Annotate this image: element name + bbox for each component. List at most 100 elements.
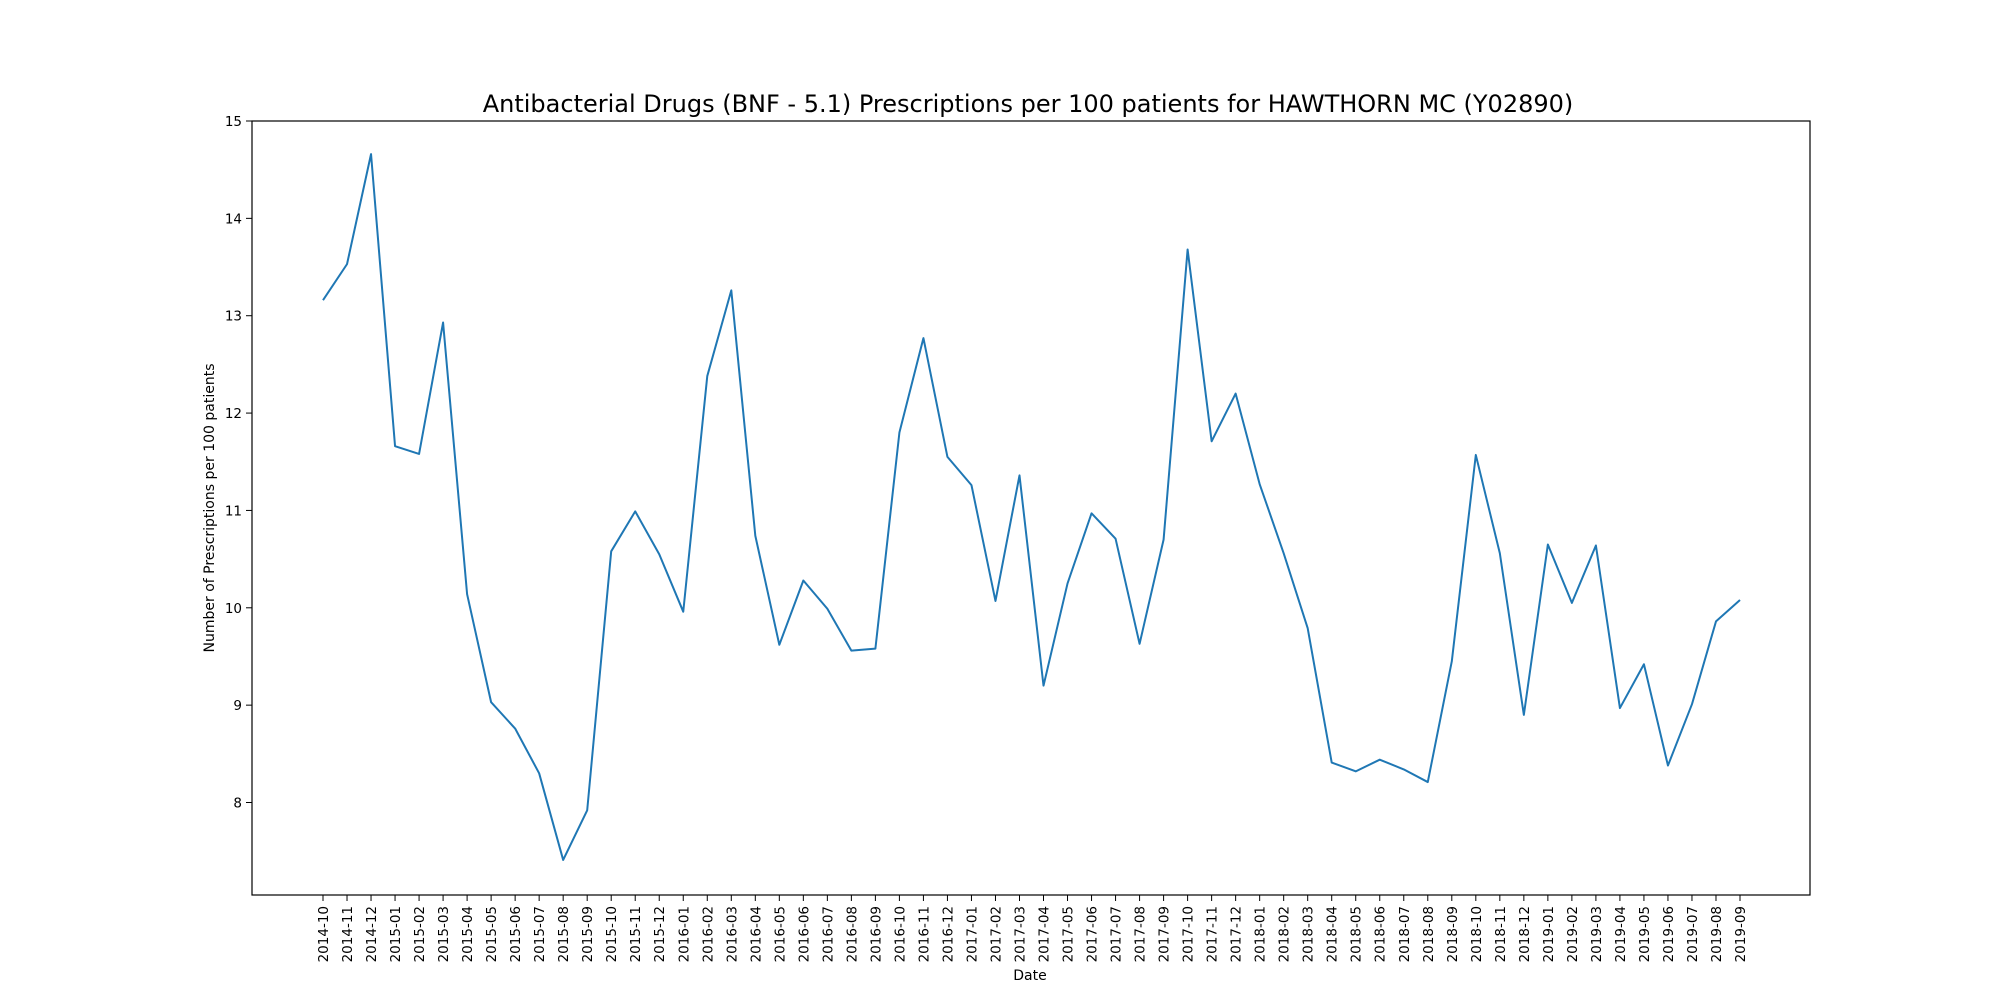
x-tick-label: 2014-11 xyxy=(340,906,356,962)
x-tick-label: 2016-06 xyxy=(796,906,812,962)
x-tick-label: 2017-11 xyxy=(1205,906,1221,962)
x-tick-label: 2019-01 xyxy=(1541,906,1557,962)
data-point xyxy=(945,455,949,459)
x-tick-label: 2015-01 xyxy=(388,906,404,962)
data-point xyxy=(1618,706,1622,710)
axes-frame xyxy=(251,120,1811,896)
data-point xyxy=(729,288,733,292)
data-point xyxy=(633,509,637,513)
data-point xyxy=(825,607,829,611)
x-tick-label: 2017-12 xyxy=(1229,906,1245,962)
x-tick-label: 2015-03 xyxy=(436,906,452,962)
y-tick-label: 10 xyxy=(225,601,242,617)
data-point xyxy=(1090,511,1094,515)
y-tick-label: 15 xyxy=(225,114,242,130)
x-tick-label: 2018-05 xyxy=(1349,906,1365,962)
x-tick-label: 2016-03 xyxy=(724,906,740,962)
data-point xyxy=(1017,473,1021,477)
data-point xyxy=(1234,392,1238,396)
x-tick-label: 2018-12 xyxy=(1517,906,1533,962)
data-point xyxy=(897,431,901,435)
x-tick-label: 2015-11 xyxy=(628,906,644,962)
x-tick-label: 2017-06 xyxy=(1085,906,1101,962)
data-point xyxy=(417,452,421,456)
x-tick-label: 2018-11 xyxy=(1493,906,1509,962)
data-point xyxy=(393,444,397,448)
data-point xyxy=(1450,659,1454,663)
data-point xyxy=(1378,758,1382,762)
data-point xyxy=(1306,626,1310,630)
x-tick-label: 2018-04 xyxy=(1325,906,1341,962)
data-point xyxy=(1138,642,1142,646)
y-tick-label: 13 xyxy=(225,309,242,325)
x-tick-label: 2019-05 xyxy=(1637,906,1653,962)
data-point xyxy=(1042,684,1046,688)
data-point xyxy=(1354,769,1358,773)
x-tick-label: 2018-02 xyxy=(1277,906,1293,962)
x-tick-label: 2019-03 xyxy=(1589,906,1605,962)
x-tick-label: 2017-01 xyxy=(964,906,980,962)
data-point xyxy=(1714,619,1718,623)
data-point xyxy=(369,152,373,156)
x-tick-label: 2016-10 xyxy=(892,906,908,962)
data-point xyxy=(1258,482,1262,486)
data-point xyxy=(1474,453,1478,457)
data-point xyxy=(801,579,805,583)
data-point xyxy=(969,483,973,487)
data-point xyxy=(561,858,565,862)
x-tick-label: 2018-01 xyxy=(1253,906,1269,962)
x-tick-label: 2017-07 xyxy=(1109,906,1125,962)
data-point xyxy=(1666,764,1670,768)
x-tick-label: 2015-09 xyxy=(580,906,596,962)
y-axis: 8 9 10 11 12 13 14 15 xyxy=(225,114,252,812)
data-point xyxy=(993,599,997,603)
x-tick-label: 2016-12 xyxy=(940,906,956,962)
x-tick-label: 2018-08 xyxy=(1421,906,1437,962)
x-tick-label: 2017-05 xyxy=(1061,906,1077,962)
data-point xyxy=(1738,598,1742,602)
x-tick-label: 2016-09 xyxy=(868,906,884,962)
y-axis-label: Number of Prescriptions per 100 patients xyxy=(202,364,218,653)
x-tick-label: 2017-09 xyxy=(1157,906,1173,962)
x-tick-label: 2019-02 xyxy=(1565,906,1581,962)
x-tick-label: 2015-06 xyxy=(508,906,524,962)
data-point xyxy=(705,374,709,378)
data-point xyxy=(1642,662,1646,666)
x-tick-label: 2016-02 xyxy=(700,906,716,962)
x-tick-label: 2014-10 xyxy=(316,906,332,962)
x-tick-label: 2018-09 xyxy=(1445,906,1461,962)
x-tick-label: 2015-08 xyxy=(556,906,572,962)
data-point xyxy=(681,610,685,614)
data-point xyxy=(585,808,589,812)
data-point xyxy=(921,336,925,340)
data-point xyxy=(1546,543,1550,547)
x-tick-label: 2014-12 xyxy=(364,906,380,962)
data-point xyxy=(1330,761,1334,765)
y-tick-label: 11 xyxy=(225,503,242,519)
y-tick-label: 14 xyxy=(225,211,242,227)
y-tick-label: 12 xyxy=(225,406,242,422)
x-tick-label: 2018-10 xyxy=(1469,906,1485,962)
y-tick-label: 9 xyxy=(233,698,242,714)
x-tick-label: 2016-05 xyxy=(772,906,788,962)
x-tick-label: 2017-04 xyxy=(1037,906,1053,962)
data-point xyxy=(657,552,661,556)
x-tick-label: 2015-10 xyxy=(604,906,620,962)
x-tick-label: 2015-07 xyxy=(532,906,548,962)
data-point xyxy=(1594,543,1598,547)
x-tick-label: 2016-07 xyxy=(820,906,836,962)
data-point xyxy=(1066,581,1070,585)
x-tick-label: 2015-05 xyxy=(484,906,500,962)
data-point xyxy=(321,298,325,302)
y-tick-label: 8 xyxy=(233,796,242,812)
x-tick-label: 2019-07 xyxy=(1685,906,1701,962)
data-point xyxy=(465,592,469,596)
data-point xyxy=(849,649,853,653)
data-point xyxy=(1402,767,1406,771)
data-point xyxy=(1114,537,1118,541)
x-tick-label: 2016-01 xyxy=(676,906,692,962)
x-axis-label: Date xyxy=(1013,968,1046,984)
x-tick-label: 2017-10 xyxy=(1181,906,1197,962)
data-point xyxy=(873,647,877,651)
